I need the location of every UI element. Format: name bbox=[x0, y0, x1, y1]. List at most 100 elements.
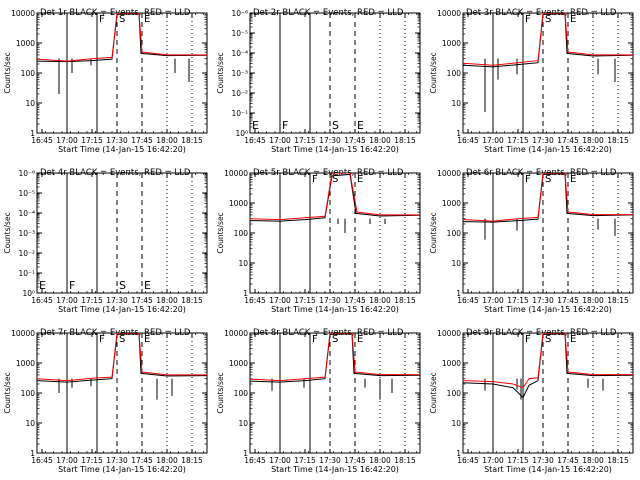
lld-series-line bbox=[37, 333, 207, 382]
y-tick-label: 10 bbox=[451, 99, 461, 108]
x-tick-label: 18:00 bbox=[582, 136, 604, 145]
detector-panel-3: Det 3r BLACK = Events, RED = LLD11010010… bbox=[429, 8, 634, 154]
x-tick-label: 16:45 bbox=[31, 456, 53, 465]
marker-s: S bbox=[119, 334, 125, 345]
x-axis-label: Start Time (14-Jan-15 16:42:20) bbox=[58, 465, 186, 474]
marker-f: F bbox=[312, 174, 318, 185]
detector-panel-8: Det 8r BLACK = Events, RED = LLD11010010… bbox=[216, 328, 421, 474]
x-tick-label: 17:00 bbox=[269, 136, 291, 145]
x-tick-label: 16:45 bbox=[31, 136, 53, 145]
x-axis-label: Start Time (14-Jan-15 16:42:20) bbox=[271, 465, 399, 474]
y-tick-label: 10⁻³ bbox=[231, 69, 248, 78]
y-tick-label: 1000 bbox=[16, 39, 35, 48]
x-tick-label: 18:00 bbox=[369, 136, 391, 145]
y-tick-label: 1000 bbox=[442, 359, 461, 368]
y-tick-label: 10000 bbox=[224, 329, 248, 338]
y-tick-label: 10 bbox=[451, 259, 461, 268]
detector-panel-5: Det 5r BLACK = Events, RED = LLD11010010… bbox=[216, 168, 421, 314]
y-axis-label: Counts/sec bbox=[429, 372, 438, 413]
marker-e: E bbox=[570, 14, 576, 25]
y-tick-label: 10000 bbox=[224, 169, 248, 178]
x-tick-label: 17:00 bbox=[56, 296, 78, 305]
y-tick-label: 1 bbox=[456, 129, 461, 138]
plot-frame bbox=[462, 332, 634, 454]
y-tick-label: 10⁰ bbox=[22, 289, 35, 298]
x-tick-label: 17:30 bbox=[532, 456, 554, 465]
y-tick-label: 10⁻³ bbox=[18, 229, 35, 238]
y-tick-label: 10⁰ bbox=[235, 129, 248, 138]
marker-s: S bbox=[119, 14, 125, 25]
x-tick-label: 17:30 bbox=[106, 296, 128, 305]
x-tick-label: 17:45 bbox=[131, 296, 153, 305]
marker-f: F bbox=[525, 334, 531, 345]
x-tick-label: 18:15 bbox=[394, 456, 416, 465]
x-axis-label: Start Time (14-Jan-15 16:42:20) bbox=[484, 465, 612, 474]
x-tick-label: 17:15 bbox=[507, 296, 529, 305]
marker-f: F bbox=[69, 279, 75, 292]
x-tick-label: 18:00 bbox=[156, 136, 178, 145]
x-tick-label: 16:45 bbox=[244, 456, 266, 465]
detector-panel-6: Det 6r BLACK = Events, RED = LLD11010010… bbox=[429, 168, 634, 314]
x-tick-label: 17:30 bbox=[106, 456, 128, 465]
y-tick-label: 100 bbox=[21, 389, 36, 398]
x-tick-label: 18:15 bbox=[607, 456, 629, 465]
x-tick-label: 18:15 bbox=[394, 136, 416, 145]
lld-series-line bbox=[37, 13, 207, 62]
y-tick-label: 1 bbox=[456, 449, 461, 458]
x-tick-label: 18:15 bbox=[181, 136, 203, 145]
y-tick-label: 10000 bbox=[437, 169, 461, 178]
x-tick-label: 17:15 bbox=[294, 456, 316, 465]
marker-e-left: E bbox=[39, 279, 46, 292]
y-tick-label: 10⁻⁶ bbox=[231, 9, 248, 18]
x-tick-label: 17:45 bbox=[344, 136, 366, 145]
y-axis-label: Counts/sec bbox=[3, 372, 12, 413]
marker-s: S bbox=[545, 174, 551, 185]
x-tick-label: 18:00 bbox=[582, 296, 604, 305]
x-tick-label: 17:15 bbox=[81, 456, 103, 465]
y-tick-label: 10⁻¹ bbox=[18, 269, 35, 278]
x-tick-label: 18:00 bbox=[369, 296, 391, 305]
marker-f: F bbox=[99, 14, 105, 25]
x-tick-label: 17:00 bbox=[482, 456, 504, 465]
x-tick-label: 17:00 bbox=[269, 456, 291, 465]
lld-series-line bbox=[250, 333, 420, 382]
marker-s: S bbox=[332, 174, 338, 185]
marker-f: F bbox=[312, 334, 318, 345]
y-tick-label: 10⁻² bbox=[231, 89, 248, 98]
y-tick-label: 10 bbox=[25, 99, 35, 108]
y-tick-label: 10 bbox=[238, 259, 248, 268]
x-tick-label: 16:45 bbox=[457, 456, 479, 465]
y-tick-label: 100 bbox=[234, 229, 249, 238]
x-tick-label: 18:15 bbox=[607, 296, 629, 305]
y-tick-label: 10 bbox=[238, 419, 248, 428]
x-tick-label: 18:15 bbox=[181, 296, 203, 305]
marker-e-left: E bbox=[252, 119, 259, 132]
lld-series-line bbox=[463, 333, 633, 389]
y-tick-label: 10000 bbox=[11, 9, 35, 18]
marker-f: F bbox=[282, 119, 288, 132]
events-series-line bbox=[463, 333, 633, 399]
y-axis-label: Counts/sec bbox=[3, 52, 12, 93]
lld-series-line bbox=[463, 173, 633, 222]
lld-series-line bbox=[463, 13, 633, 66]
x-tick-label: 18:15 bbox=[607, 136, 629, 145]
y-axis-label: Counts/sec bbox=[216, 372, 225, 413]
y-tick-label: 10 bbox=[25, 419, 35, 428]
x-tick-label: 17:15 bbox=[507, 136, 529, 145]
marker-e: E bbox=[357, 174, 363, 185]
marker-s: S bbox=[119, 279, 126, 292]
x-tick-label: 17:00 bbox=[56, 136, 78, 145]
x-tick-label: 16:45 bbox=[244, 296, 266, 305]
y-tick-label: 10⁻¹ bbox=[231, 109, 248, 118]
x-tick-label: 18:15 bbox=[181, 456, 203, 465]
plot-frame bbox=[462, 172, 634, 294]
plot-frame bbox=[36, 332, 208, 454]
x-tick-label: 17:30 bbox=[532, 296, 554, 305]
x-tick-label: 16:45 bbox=[457, 296, 479, 305]
detector-panel-2: Det 2r BLACK = Events, RED = LLD10⁰10⁻¹1… bbox=[216, 8, 421, 154]
y-tick-label: 10000 bbox=[11, 329, 35, 338]
y-tick-label: 100 bbox=[234, 389, 249, 398]
x-tick-label: 17:45 bbox=[344, 296, 366, 305]
y-axis-label: Counts/sec bbox=[216, 212, 225, 253]
